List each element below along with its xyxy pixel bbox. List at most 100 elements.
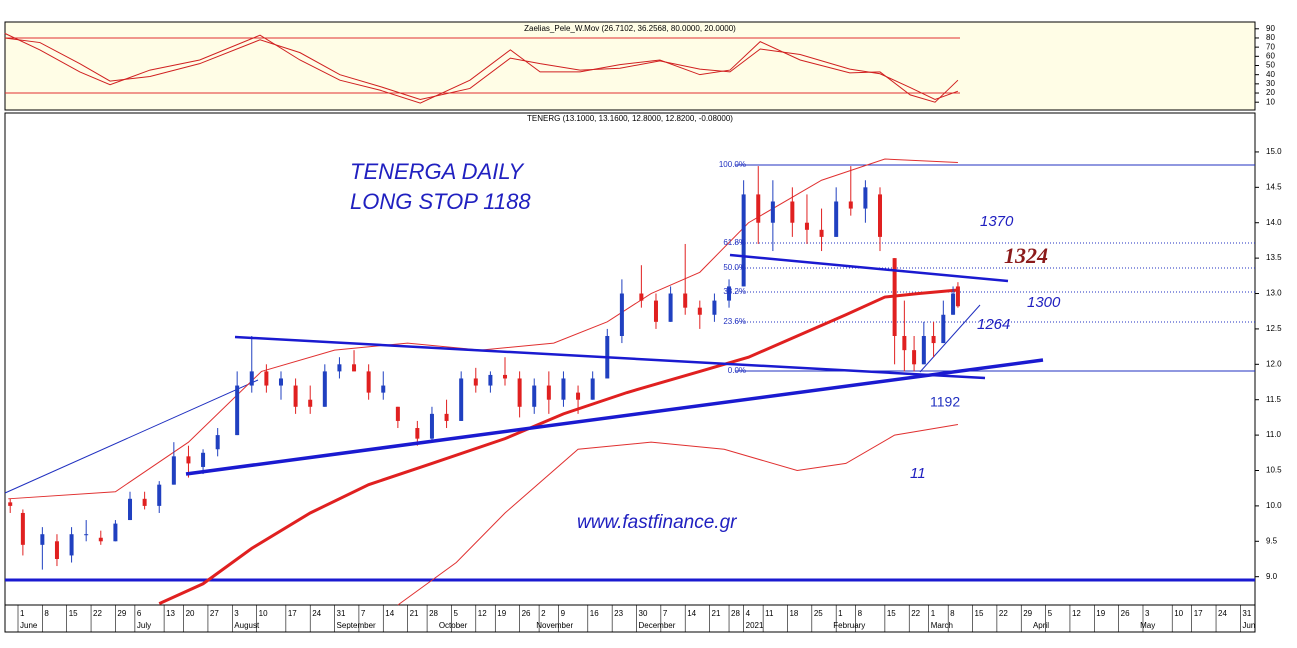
annotation: 1300	[1027, 294, 1061, 311]
y-tick-label: 14.0	[1266, 218, 1282, 227]
candle-body	[955, 286, 960, 307]
x-tick-label: 24	[312, 609, 321, 618]
candle-body	[619, 293, 624, 336]
x-tick-label: 10	[1174, 609, 1183, 618]
month-label: May	[1140, 621, 1155, 630]
x-tick-label: 6	[137, 609, 142, 618]
x-tick-label: 18	[789, 609, 798, 618]
candle-body	[98, 537, 103, 542]
candle-body	[819, 229, 824, 237]
candle-body	[892, 258, 897, 336]
candle-body	[576, 392, 581, 400]
x-tick-label: 12	[1072, 609, 1081, 618]
y-tick-label: 15.0	[1266, 147, 1282, 156]
candle-body	[264, 371, 269, 386]
candle-body	[902, 335, 907, 351]
candle-body	[429, 413, 434, 439]
fib-label: 61.8%	[723, 238, 746, 247]
candle-body	[697, 307, 702, 315]
x-tick-label: 19	[497, 609, 506, 618]
month-label: March	[931, 621, 953, 630]
candle-body	[488, 374, 493, 386]
candle-body	[639, 293, 644, 301]
x-tick-label: 7	[663, 609, 668, 618]
x-tick-label: 21	[712, 609, 721, 618]
annotation: 1370	[980, 213, 1014, 230]
x-tick-label: 2	[541, 609, 546, 618]
candle-body	[503, 374, 508, 379]
y-tick-label: 10.5	[1266, 466, 1282, 475]
y-tick-label: 30	[1266, 79, 1275, 88]
x-tick-label: 29	[1023, 609, 1032, 618]
y-tick-label: 9.0	[1266, 572, 1278, 581]
y-tick-label: 50	[1266, 61, 1275, 70]
annotation: TENERGA DAILY	[350, 159, 525, 184]
candle-body	[848, 201, 853, 209]
x-tick-label: 13	[166, 609, 175, 618]
candle-body	[293, 385, 298, 407]
y-tick-label: 70	[1266, 42, 1275, 51]
x-tick-label: 8	[44, 609, 49, 618]
month-label: July	[137, 621, 151, 630]
x-tick-label: 23	[614, 609, 623, 618]
x-tick-label: 28	[429, 609, 438, 618]
candle-body	[770, 201, 775, 223]
x-tick-label: 31	[1242, 609, 1251, 618]
candle-body	[278, 378, 283, 386]
candle-body	[683, 293, 688, 308]
trend-line	[729, 253, 1009, 283]
overlay-line	[158, 288, 959, 605]
x-tick-label: 25	[814, 609, 823, 618]
candle-body	[941, 314, 946, 344]
x-tick-label: 5	[453, 609, 458, 618]
fib-label: 100.0%	[719, 160, 746, 169]
candle-body	[415, 428, 420, 439]
month-label: April	[1033, 621, 1049, 630]
candle-body	[459, 378, 464, 421]
x-tick-label: 15	[887, 609, 896, 618]
x-tick-label: 26	[522, 609, 531, 618]
trend-line	[234, 335, 986, 380]
y-tick-label: 13.5	[1266, 253, 1282, 262]
x-tick-label: 8	[950, 609, 955, 618]
candle-body	[590, 378, 595, 400]
data	[4, 32, 960, 606]
date-axis	[4, 604, 1256, 633]
fib-label: 0.0%	[728, 366, 746, 375]
candle-body	[532, 385, 537, 407]
candle-body	[186, 456, 191, 464]
fib-label: 23.6%	[723, 317, 746, 326]
candle-body	[912, 350, 917, 365]
x-tick-label: 1	[20, 609, 25, 618]
candle-body	[444, 413, 449, 421]
x-tick-label: 27	[210, 609, 219, 618]
annotation: LONG STOP 1188	[350, 189, 531, 214]
month-label: September	[337, 621, 376, 630]
candle-body	[215, 435, 220, 450]
y-tick-label: 40	[1266, 70, 1275, 79]
candle-body	[834, 201, 839, 237]
candle-body	[40, 534, 45, 545]
trend-line	[919, 304, 981, 373]
oscillator-line	[4, 37, 959, 100]
y-tick-label: 90	[1266, 24, 1275, 33]
x-tick-label: 29	[117, 609, 126, 618]
x-tick-label: 12	[478, 609, 487, 618]
candle-body	[84, 534, 89, 536]
annotation: 1324	[1004, 243, 1048, 268]
month-label: 2021	[746, 621, 764, 630]
candle-body	[352, 364, 357, 372]
x-tick-label: 3	[1145, 609, 1150, 618]
overlay-line	[8, 158, 958, 500]
candle-body	[381, 385, 386, 393]
y-tick-label: 9.5	[1266, 536, 1278, 545]
candle-body	[8, 502, 13, 506]
candle-body	[668, 293, 673, 322]
x-tick-label: 28	[731, 609, 740, 618]
x-tick-label: 16	[590, 609, 599, 618]
x-tick-label: 8	[858, 609, 863, 618]
candle-body	[322, 371, 327, 407]
x-tick-label: 30	[639, 609, 648, 618]
candle-body	[235, 385, 240, 436]
x-tick-label: 10	[259, 609, 268, 618]
